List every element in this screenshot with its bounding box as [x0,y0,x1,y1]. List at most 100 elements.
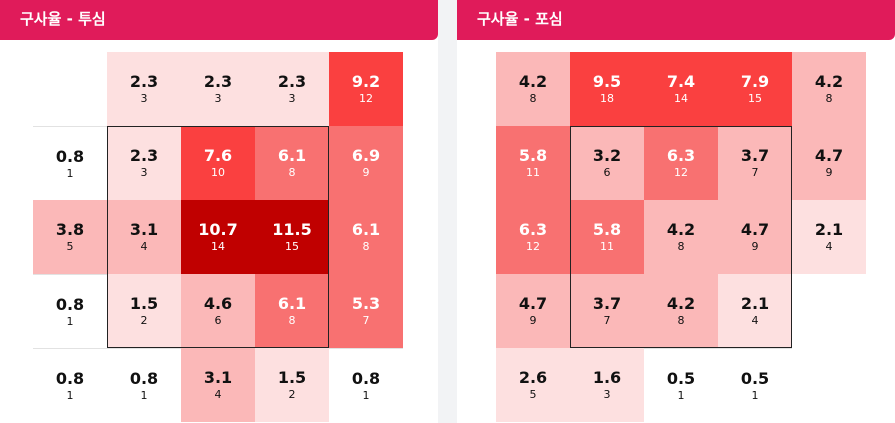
cell-rate: 11.5 [272,220,312,239]
panel-title: 구사율 - 포심 [457,0,895,40]
heatmap-cell: 4.7 9 [496,274,570,348]
cell-rate: 1.6 [592,368,622,387]
cell-rate: 5.8 [518,146,548,165]
cell-count: 8 [288,166,296,179]
cell-rate: 0.8 [129,369,159,388]
cell-count: 4 [825,240,833,253]
cell-rate: 7.4 [666,72,696,91]
cell-rate: 1.5 [277,368,307,387]
cell-count: 1 [66,167,74,180]
cell-count: 1 [362,389,370,402]
cell-count: 8 [362,240,370,253]
cell-rate: 10.7 [198,220,238,239]
cell-count: 1 [140,389,148,402]
heatmap-cell: 9.2 12 [329,52,403,126]
cell-count: 1 [677,389,685,402]
cell-rate: 6.3 [518,220,548,239]
heatmap-cell: 6.3 12 [644,126,718,200]
cell-rate: 6.1 [277,146,307,165]
heatmap-panel-four-seam: 구사율 - 포심 4.2 8 9.5 18 7.4 14 7.9 15 4.2 8 5.8 11 3.2… [457,0,895,423]
cell-count: 8 [677,240,685,253]
cell-rate: 9.5 [592,72,622,91]
heatmap-cell: 1.5 2 [107,274,181,348]
cell-count: 8 [677,314,685,327]
cell-count: 14 [674,92,688,105]
cell-count: 2 [288,388,296,401]
cell-rate: 2.3 [203,72,233,91]
cell-count: 7 [362,314,370,327]
heatmap-cell: 4.7 9 [792,126,866,200]
heatmap-cell: 10.7 14 [181,200,255,274]
cell-rate: 3.2 [592,146,622,165]
cell-count: 8 [825,92,833,105]
heatmap-panel-two-seam: 구사율 - 투심 2.3 3 2.3 3 2.3 3 9.2 12 0.8 1 2.3 3 7.6 10 6… [0,0,438,423]
heatmap-cell: 7.4 14 [644,52,718,126]
cell-rate: 6.1 [351,220,381,239]
cell-count: 1 [66,315,74,328]
cell-rate: 4.7 [740,220,770,239]
cell-count: 5 [66,240,74,253]
heatmap-cell: 7.9 15 [718,52,792,126]
cell-rate: 5.8 [592,220,622,239]
cell-rate: 0.8 [351,369,381,388]
cell-count: 14 [211,240,225,253]
cell-rate: 7.9 [740,72,770,91]
cell-count: 9 [529,314,537,327]
cell-rate: 6.3 [666,146,696,165]
cell-rate: 0.8 [55,295,85,314]
heatmap-cell: 0.5 1 [644,348,718,422]
heatmap-cell: 2.3 3 [181,52,255,126]
cell-rate: 4.6 [203,294,233,313]
heatmap-cell: 1.6 3 [570,348,644,422]
cell-count: 18 [600,92,614,105]
cell-count: 5 [529,388,537,401]
cell-rate: 4.7 [814,146,844,165]
cell-rate: 2.3 [277,72,307,91]
heatmap-cell: 3.7 7 [718,126,792,200]
heatmap-cell: 5.8 11 [570,200,644,274]
cell-count: 12 [526,240,540,253]
cell-count: 9 [825,166,833,179]
heatmap-cell: 4.2 8 [644,200,718,274]
heatmap-cell: 5.8 11 [496,126,570,200]
cell-rate: 6.1 [277,294,307,313]
heatmap-cell: 6.9 9 [329,126,403,200]
heatmap-cell: 2.1 4 [792,200,866,274]
cell-count: 3 [214,92,222,105]
cell-count: 1 [751,389,759,402]
heatmap-cell: 11.5 15 [255,200,329,274]
cell-count: 8 [288,314,296,327]
cell-rate: 5.3 [351,294,381,313]
cell-rate: 0.8 [55,147,85,166]
cell-count: 3 [288,92,296,105]
cell-rate: 0.5 [740,369,770,388]
cell-rate: 3.1 [203,368,233,387]
panel-title: 구사율 - 투심 [0,0,438,40]
cell-count: 3 [140,166,148,179]
cell-rate: 4.2 [814,72,844,91]
heatmap-cell: 0.8 1 [107,348,181,422]
cell-count: 9 [751,240,759,253]
cell-count: 12 [674,166,688,179]
cell-rate: 4.2 [666,220,696,239]
heatmap-cell: 2.1 4 [718,274,792,348]
cell-rate: 2.1 [740,294,770,313]
cell-rate: 1.5 [129,294,159,313]
heatmap-cell: 3.2 6 [570,126,644,200]
heatmap-cell: 0.8 1 [33,126,107,200]
cell-count: 11 [526,166,540,179]
heatmap-cell: 1.5 2 [255,348,329,422]
cell-count: 4 [214,388,222,401]
cell-count: 8 [529,92,537,105]
cell-rate: 3.7 [592,294,622,313]
cell-count: 2 [140,314,148,327]
cell-count: 11 [600,240,614,253]
cell-count: 3 [603,388,611,401]
heatmap-cell: 9.5 18 [570,52,644,126]
heatmap-cell: 2.3 3 [107,126,181,200]
heatmap-cell: 4.2 8 [496,52,570,126]
heatmap-cell: 0.8 1 [33,348,107,422]
cell-count: 3 [140,92,148,105]
heatmap-cell: 0.8 1 [329,348,403,422]
cell-count: 1 [66,389,74,402]
